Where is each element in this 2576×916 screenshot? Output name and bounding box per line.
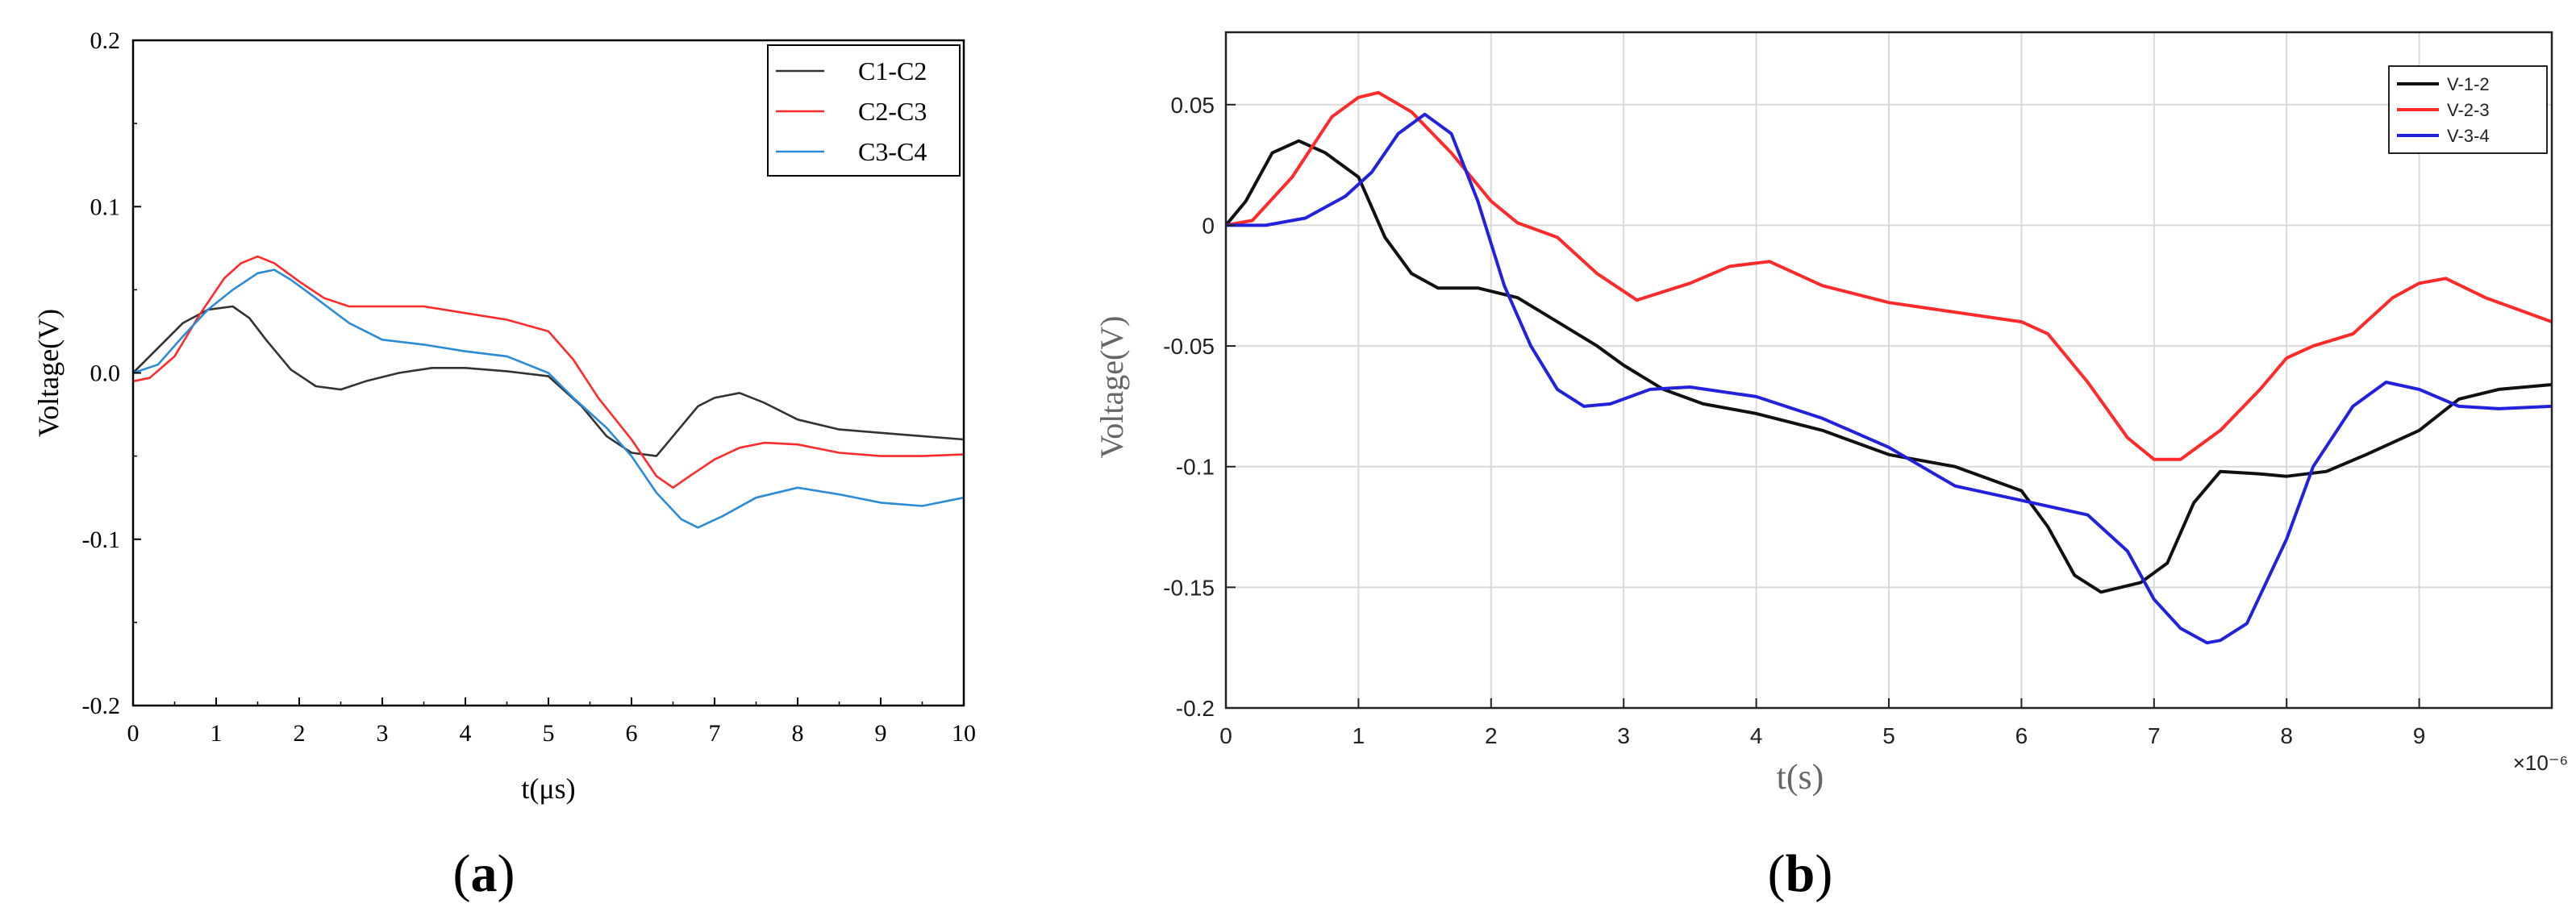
series-line-V-1-2 bbox=[1226, 139, 2552, 594]
legend-label-C2-C3: C2-C3 bbox=[858, 97, 927, 126]
panel-label-a: (a) bbox=[453, 844, 515, 903]
series-line-V-3-4 bbox=[1226, 112, 2552, 645]
y-tick-label-b: -0.05 bbox=[1163, 334, 1215, 359]
y-tick-label-b: 0.05 bbox=[1171, 93, 1215, 118]
x-tick-label-a: 3 bbox=[377, 720, 389, 747]
x-tick-label-a: 8 bbox=[792, 720, 804, 747]
x-axis-multiplier-b: ×10⁻⁶ bbox=[2513, 751, 2569, 775]
x-tick-label-a: 6 bbox=[626, 720, 638, 747]
x-axis-label-a: t(μs) bbox=[521, 772, 575, 805]
series-line-C2-C3 bbox=[133, 255, 964, 489]
legend-label-C3-C4: C3-C4 bbox=[858, 137, 927, 166]
y-tick-label-b: 0 bbox=[1202, 213, 1215, 238]
x-tick-label-a: 2 bbox=[294, 720, 306, 747]
x-tick-label-b: 7 bbox=[2148, 723, 2161, 748]
legend-label-C1-C2: C1-C2 bbox=[858, 56, 927, 85]
chart-panel-a: 0 1 2 3 4 5 6 7 8 9 10 -0.2 -0.1 0.0 0.1 0.2 t(μs) Voltag… bbox=[32, 27, 976, 805]
series-line-C3-C4 bbox=[133, 269, 964, 529]
x-tick-label-b: 5 bbox=[1882, 723, 1895, 748]
legend-label-V-1-2: V-1-2 bbox=[2447, 74, 2490, 94]
x-tick-label-b: 2 bbox=[1485, 723, 1498, 748]
x-tick-label-a: 9 bbox=[875, 720, 887, 747]
x-axis-label-b: t(s) bbox=[1777, 757, 1824, 797]
panel-label-b: (b) bbox=[1768, 844, 1833, 903]
x-tick-label-a: 7 bbox=[709, 720, 721, 747]
y-tick-label-b: -0.2 bbox=[1176, 696, 1215, 721]
x-tick-label-b: 9 bbox=[2413, 723, 2426, 748]
x-tick-label-b: 8 bbox=[2280, 723, 2293, 748]
y-tick-label-a: -0.2 bbox=[82, 693, 121, 719]
legend-label-V-2-3: V-2-3 bbox=[2447, 100, 2490, 120]
y-tick-label-a: 0.2 bbox=[90, 27, 121, 54]
x-tick-label-b: 6 bbox=[2015, 723, 2028, 748]
y-axis-label-b: Voltage(V) bbox=[1094, 316, 1130, 459]
x-tick-label-b: 4 bbox=[1750, 723, 1763, 748]
y-tick-label-a: 0.1 bbox=[90, 194, 121, 220]
series-line-C1-C2 bbox=[133, 305, 964, 457]
legend-label-V-3-4: V-3-4 bbox=[2447, 126, 2490, 146]
y-tick-label-b: -0.1 bbox=[1176, 455, 1215, 480]
chart-panel-b: 0 1 2 3 4 5 6 7 8 9 -0.2 -0.15 -0.1 -0.05 0 0.05 ×10⁻⁶ t(… bbox=[1094, 31, 2569, 797]
x-tick-label-a: 0 bbox=[127, 720, 140, 747]
x-tick-label-b: 0 bbox=[1219, 723, 1232, 748]
y-tick-label-a: -0.1 bbox=[82, 527, 121, 553]
x-tick-label-a: 4 bbox=[460, 720, 472, 747]
x-tick-label-a: 5 bbox=[543, 720, 555, 747]
x-tick-label-a: 1 bbox=[210, 720, 223, 747]
y-tick-label-a: 0.0 bbox=[90, 360, 121, 387]
y-axis-label-a: Voltage(V) bbox=[32, 309, 65, 437]
y-tick-label-b: -0.15 bbox=[1163, 575, 1215, 600]
x-tick-label-b: 3 bbox=[1617, 723, 1630, 748]
x-tick-label-b: 1 bbox=[1353, 723, 1365, 748]
x-tick-label-a: 10 bbox=[952, 720, 976, 747]
series-line-V-2-3 bbox=[1226, 90, 2552, 461]
